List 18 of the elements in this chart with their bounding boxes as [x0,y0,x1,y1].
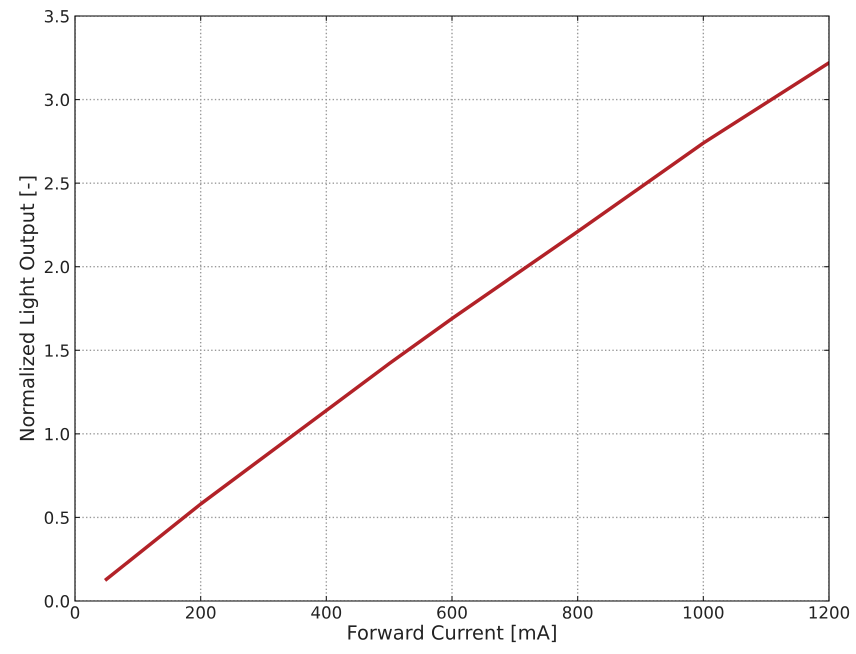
y-tick-label: 0.5 [44,511,69,524]
x-tick-label: 600 [437,606,467,619]
x-tick-label: 1000 [684,606,724,619]
x-tick-label: 800 [562,606,592,619]
y-tick-label: 0.0 [44,594,70,608]
x-tick-label: 0 [70,606,80,619]
y-tick-label: 1.5 [45,344,69,357]
x-tick-label: 200 [186,606,216,619]
line-series [104,61,829,582]
y-tick-label: 2.5 [44,177,69,190]
y-tick-label: 3.0 [44,94,70,106]
y-tick-label: 3.5 [44,10,69,23]
y-axis-title: Normalized Light Output [-] [19,176,38,440]
x-axis-title: Forward Current [mA] [348,624,556,642]
x-tick-label: 1200 [810,606,850,619]
y-tick-label: 2.0 [44,260,70,274]
x-tick-label: 400 [311,606,342,619]
y-tick-label: 1.0 [45,428,70,440]
